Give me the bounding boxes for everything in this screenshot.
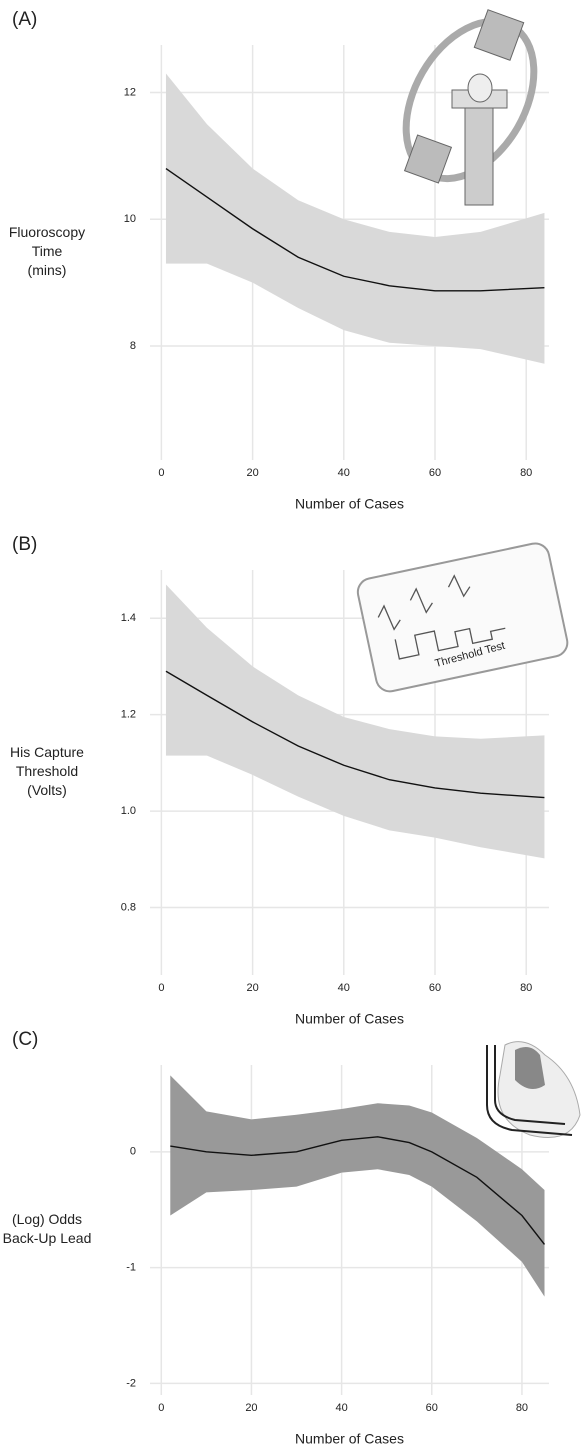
y-tick-label: 1.4 bbox=[121, 612, 136, 624]
x-tick-label: 60 bbox=[429, 982, 441, 994]
x-tick-label: 20 bbox=[246, 982, 258, 994]
y-axis-label: (Log) Odds bbox=[12, 1211, 82, 1227]
y-tick-label: -1 bbox=[126, 1262, 136, 1274]
y-tick-label: 8 bbox=[130, 340, 136, 352]
fit-line bbox=[165, 167, 545, 292]
x-tick-label: 80 bbox=[516, 1402, 528, 1414]
x-tick-label: 0 bbox=[158, 467, 164, 479]
fit-line bbox=[165, 670, 545, 799]
y-axis-label: (Volts) bbox=[27, 782, 67, 798]
x-tick-label: 0 bbox=[158, 1402, 164, 1414]
x-tick-label: 20 bbox=[245, 1402, 257, 1414]
y-tick-label: 12 bbox=[124, 86, 136, 98]
panel: 0 20 40 60 80 -2 -1 0 Number of Cases (Log) Odds B… bbox=[3, 1029, 549, 1447]
panel: 0 20 40 60 80 0.8 1.0 1.2 1.4 Number of Cases His … bbox=[10, 534, 549, 1027]
y-tick-label: 0.8 bbox=[121, 901, 136, 913]
x-tick-label: 60 bbox=[426, 1402, 438, 1414]
panel-label: (B) bbox=[12, 534, 37, 555]
x-tick-label: 0 bbox=[158, 982, 164, 994]
x-tick-label: 80 bbox=[520, 467, 532, 479]
y-tick-label: 0 bbox=[130, 1146, 136, 1158]
x-axis-label: Number of Cases bbox=[295, 1011, 404, 1027]
confidence-band bbox=[170, 1075, 545, 1297]
y-axis-label: (mins) bbox=[28, 262, 67, 278]
x-tick-label: 40 bbox=[338, 467, 350, 479]
illustration-threshold: Threshold Test bbox=[356, 542, 569, 693]
fit-line bbox=[170, 1136, 546, 1245]
y-tick-label: -2 bbox=[126, 1377, 136, 1389]
y-axis-label: Time bbox=[32, 243, 63, 259]
panel: 0 20 40 60 80 8 10 12 Number of Cases Fluoroscopy… bbox=[9, 9, 549, 512]
y-axis-label: Back-Up Lead bbox=[3, 1230, 92, 1246]
y-tick-label: 1.2 bbox=[121, 709, 136, 721]
x-tick-label: 20 bbox=[246, 467, 258, 479]
x-tick-label: 80 bbox=[520, 982, 532, 994]
illustration-heart bbox=[486, 1041, 581, 1138]
y-tick-label: 10 bbox=[124, 213, 136, 225]
y-axis-label: Threshold bbox=[16, 763, 78, 779]
x-tick-label: 60 bbox=[429, 467, 441, 479]
x-axis-label: Number of Cases bbox=[295, 1431, 404, 1447]
x-tick-label: 40 bbox=[338, 982, 350, 994]
panel-label: (C) bbox=[12, 1029, 38, 1050]
x-axis-label: Number of Cases bbox=[295, 496, 404, 512]
y-axis-label: His Capture bbox=[10, 744, 84, 760]
illustration-c-arm bbox=[402, 9, 538, 206]
y-tick-label: 1.0 bbox=[121, 805, 136, 817]
y-axis-label: Fluoroscopy bbox=[9, 224, 85, 240]
panel-label: (A) bbox=[12, 9, 37, 30]
x-tick-label: 40 bbox=[335, 1402, 347, 1414]
